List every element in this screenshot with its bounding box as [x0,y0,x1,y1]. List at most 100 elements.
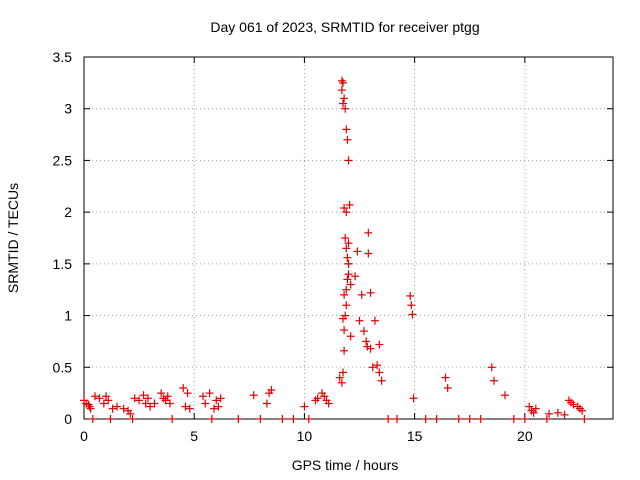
data-point [181,402,190,411]
data-point [366,288,375,297]
x-axis-label: GPS time / hours [292,457,399,473]
data-point [406,291,415,300]
data-point [569,400,578,409]
data-point [364,228,373,237]
data-point [359,327,368,336]
data-point [320,392,329,401]
data-point [351,272,360,281]
data-point [432,415,441,423]
data-point [344,239,353,248]
data-point [201,399,210,408]
data-point [150,399,159,408]
data-point [342,125,351,134]
data-point [355,316,364,325]
data-point [340,94,349,103]
data-point [256,415,265,423]
data-point [289,415,298,423]
data-point [179,383,188,392]
data-point [580,415,589,423]
data-point [520,415,529,423]
data-point [95,394,104,403]
data-point [86,404,95,413]
data-point [130,394,139,403]
data-point [216,394,225,403]
data-point [341,234,350,242]
data-point [342,301,351,310]
data-point [578,406,587,415]
data-point [377,376,386,385]
data-point [143,394,152,403]
x-tick-label: 5 [190,428,198,444]
data-point [500,391,509,400]
data-point [441,373,450,382]
data-point [487,363,496,372]
data-point [126,409,135,418]
data-point [545,409,554,418]
data-point [342,285,351,294]
data-point [106,415,115,423]
data-point [340,204,349,213]
data-point [529,408,538,417]
data-point [338,78,347,87]
data-point [300,402,309,411]
data-point [384,415,393,423]
data-point [91,392,100,401]
data-point [531,404,540,413]
data-point [346,280,355,289]
data-point [108,404,117,413]
data-point [340,290,349,299]
data-point [168,415,177,423]
data-point [163,392,172,401]
data-point [304,415,313,423]
data-point [161,396,170,405]
data-point [113,402,122,411]
data-point [207,415,216,423]
data-point [373,361,382,370]
data-point [443,383,452,392]
y-tick-label: 0.5 [53,359,73,375]
data-point [375,368,384,377]
data-point [465,415,474,423]
data-point [338,368,347,377]
data-point [249,391,258,400]
data-point [525,402,534,411]
data-point [99,399,108,408]
data-point [338,314,347,323]
data-point [368,363,377,372]
data-point [135,396,144,405]
data-point [337,86,346,95]
data-point [345,200,354,209]
data-point [344,156,353,165]
data-point [335,373,344,382]
y-axis-label: SRMTID / TECUs [5,183,21,293]
data-point [407,301,416,310]
data-point [128,415,137,423]
data-point [364,249,373,258]
y-tick-labels: 0 0.5 1 1.5 2 2.5 3 3.5 [53,49,73,427]
data-point [476,415,485,423]
data-point [353,247,362,256]
data-point [157,389,166,398]
data-point [234,415,243,423]
data-point [341,104,350,113]
data-point [119,404,128,413]
data-point [454,415,463,423]
data-point [262,399,271,408]
data-point [337,76,346,85]
data-point [392,415,401,423]
plot-frame [83,56,614,420]
data-point [344,259,353,268]
data-point [375,340,384,349]
data-point [340,326,349,335]
data-point [88,415,97,423]
data-point [560,410,569,419]
data-point [183,389,192,398]
x-tick-labels: 0 5 10 15 20 [80,428,533,444]
data-point [214,402,223,411]
data-point [553,408,562,417]
data-point [338,99,347,108]
data-point [205,389,214,398]
data-point [278,415,287,423]
data-point [343,135,352,144]
x-tick-label: 15 [407,428,423,444]
